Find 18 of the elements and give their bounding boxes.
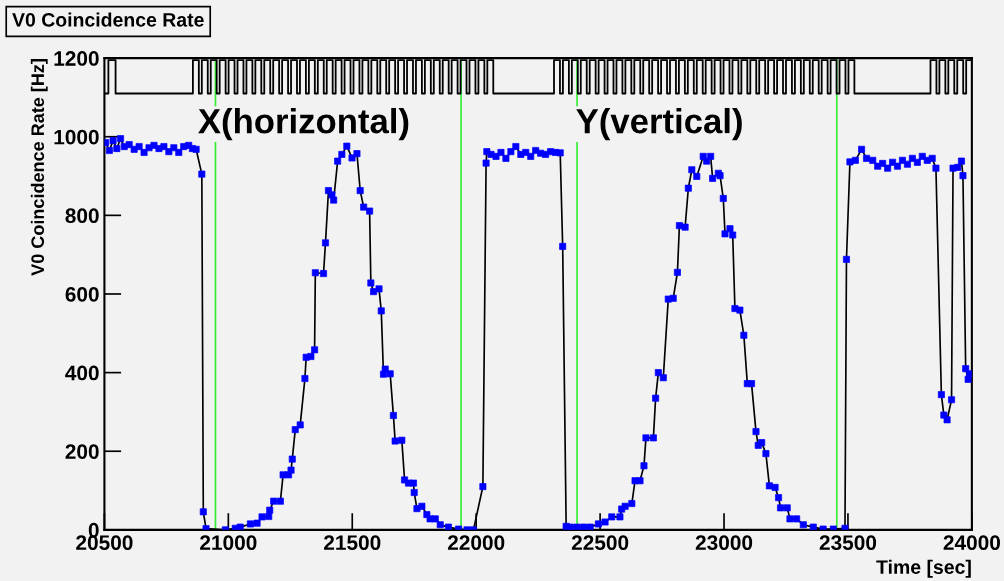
x-axis-title: Time [sec] xyxy=(876,559,971,578)
annotation: X(horizontal) xyxy=(198,107,409,141)
y-tick-label: 1000 xyxy=(54,129,99,145)
y-tick-label: 800 xyxy=(65,208,99,224)
y-tick-label: 400 xyxy=(65,365,99,381)
y-axis-title: V0 Coincidence Rate [Hz] xyxy=(30,59,48,276)
x-tick-label: 21500 xyxy=(324,535,381,551)
x-tick-label: 22000 xyxy=(447,535,505,551)
y-tick-label: 200 xyxy=(65,444,99,459)
x-tick-label: 24000 xyxy=(943,535,1000,551)
annotation: Y(vertical) xyxy=(576,107,742,141)
x-tick-label: 21000 xyxy=(200,535,257,551)
chart-title: V0 Coincidence Rate xyxy=(12,12,204,27)
x-tick-label: 23000 xyxy=(695,535,753,551)
y-tick-label: 600 xyxy=(65,286,99,302)
x-tick-label: 22500 xyxy=(571,535,629,551)
x-tick-label: 23500 xyxy=(819,535,877,551)
y-tick-label: 1200 xyxy=(54,51,99,66)
